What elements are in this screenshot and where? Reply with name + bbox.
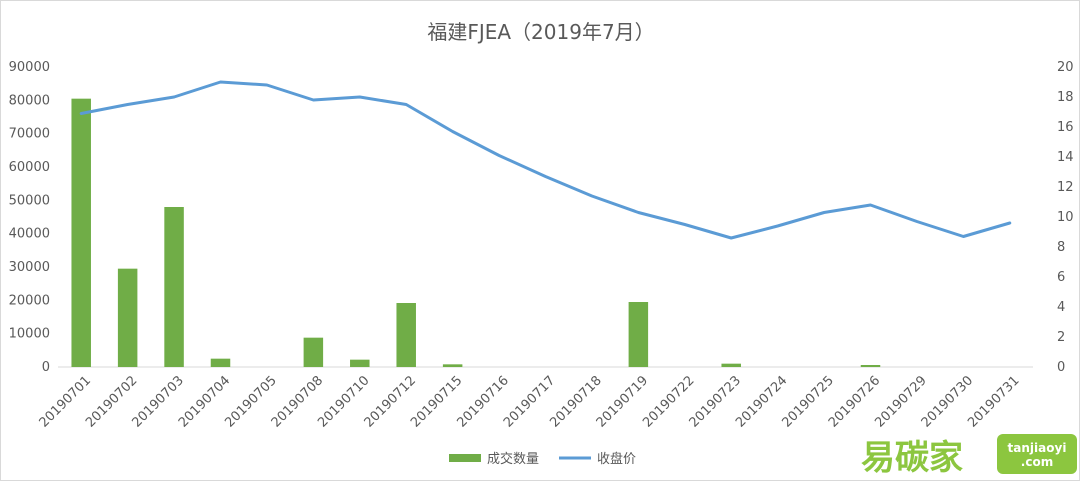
y-right-tick-label: 0 [1057,360,1065,375]
bar [628,302,649,367]
watermark-badge-text: tanjiaoyi [1008,441,1067,455]
watermark: 易碳家 tanjiaoyi .com [861,434,1077,478]
bar [164,207,184,367]
bar [396,303,416,367]
y-right-tick-label: 16 [1057,120,1074,135]
y-left-tick-label: 50000 [9,193,50,208]
y-right-tick-label: 2 [1057,330,1065,345]
legend-label-volume: 成交数量 [487,451,539,467]
bar [860,365,881,367]
legend-label-price: 收盘价 [597,451,636,467]
y-right-tick-label: 20 [1057,60,1074,75]
bar [303,337,324,367]
y-left-tick-label: 20000 [9,293,50,308]
y-left-tick-label: 10000 [9,327,50,342]
bar [350,359,370,367]
watermark-badge-domain: .com [1021,455,1053,469]
bar [117,268,138,367]
y-left-tick-label: 80000 [9,93,50,108]
legend-swatch-volume [449,454,481,462]
y-right-tick-label: 8 [1057,240,1065,255]
y-right-tick-label: 12 [1057,180,1074,195]
y-left-tick-label: 60000 [9,160,50,175]
y-left-tick-label: 0 [42,360,50,375]
legend: 成交数量 收盘价 [449,451,636,467]
y-left-tick-label: 70000 [9,127,50,142]
y-left-tick-label: 40000 [9,227,50,242]
y-right-tick-label: 6 [1057,270,1065,285]
y-right-tick-label: 4 [1057,300,1065,315]
y-left-tick-label: 90000 [9,60,50,75]
plot-area: 0 10000 20000 30000 40000 50000 60000 70000 8000… [9,60,1074,431]
bar [442,364,463,367]
y-right-tick-label: 14 [1057,150,1074,165]
bar [71,98,91,368]
y-left-tick-label: 30000 [9,260,50,275]
bar [721,363,741,367]
chart-title: 福建FJEA（2019年7月） [427,20,654,44]
line-series-close-price [79,80,1012,240]
y-right-tick-label: 10 [1057,210,1074,225]
y-right-tick-label: 18 [1057,90,1074,105]
watermark-logo-text: 易碳家 [861,438,963,478]
bar [210,358,231,367]
watermark-badge [997,434,1077,474]
